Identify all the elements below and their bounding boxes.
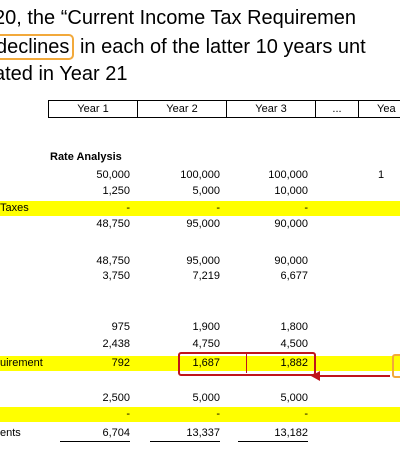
row-label: Taxes (0, 202, 29, 214)
cell-year-3: 1,882 (280, 357, 308, 369)
cell-year-3: 5,000 (280, 392, 308, 404)
cell-year-2: 5,000 (192, 185, 220, 197)
row-label: uirement (0, 357, 43, 369)
header-year-2: Year 2 (137, 101, 226, 117)
text-line-2: declines in each of the latter 10 years … (0, 34, 366, 60)
cell-year-2: 1,900 (192, 321, 220, 333)
row-label: ents (0, 427, 21, 439)
cell-year-3: - (304, 408, 308, 420)
table-row: 975 1,900 1,800 (0, 320, 400, 335)
cell-year-2: 7,219 (192, 270, 220, 282)
cell-year-2: 95,000 (186, 218, 220, 230)
red-callout-box (178, 352, 316, 376)
table-row: 1,250 5,000 10,000 (0, 184, 400, 199)
cell-year-1: 2,500 (102, 392, 130, 404)
cell-year-3: 6,677 (280, 270, 308, 282)
cell-year-1: 48,750 (96, 218, 130, 230)
table-row: 2,500 5,000 5,000 (0, 391, 400, 406)
cell-year-1: 50,000 (96, 169, 130, 181)
cell-year-2: 100,000 (180, 169, 220, 181)
cell-year-2: - (216, 408, 220, 420)
cell-year-3: 100,000 (268, 169, 308, 181)
section-title: Rate Analysis (50, 151, 122, 163)
cell-year-1: 2,438 (102, 338, 130, 350)
cell-year-next: 1 (378, 169, 385, 181)
table-header-bottom-rule (48, 117, 400, 118)
cell-year-2: 4,750 (192, 338, 220, 350)
cell-year-3: - (304, 202, 308, 214)
red-callout-divider (246, 353, 247, 373)
cell-year-1: 6,704 (60, 426, 130, 442)
orange-callout-box (392, 354, 400, 378)
cell-year-1: 3,750 (102, 270, 130, 282)
table-row: uirement 792 1,687 1,882 (0, 356, 400, 371)
table-row: 48,750 95,000 90,000 (0, 217, 400, 232)
table-row: 3,750 7,219 6,677 (0, 269, 400, 284)
callout-arrow-line (318, 375, 390, 377)
cell-year-2: 95,000 (186, 255, 220, 267)
highlighted-word-declines: declines (0, 34, 75, 60)
cell-year-1: - (126, 408, 130, 420)
cell-year-2: 1,687 (192, 357, 220, 369)
table-row: - - - (0, 407, 400, 422)
callout-arrow-head-icon (311, 371, 320, 381)
cell-year-3: 90,000 (274, 255, 308, 267)
cell-year-2: 13,337 (150, 426, 220, 442)
table-row: 48,750 95,000 90,000 (0, 254, 400, 269)
header-year-next: Yea (358, 101, 400, 117)
cell-year-2: 5,000 (192, 392, 220, 404)
text-line-1: 20, the “Current Income Tax Requiremen (0, 7, 357, 29)
header-year-1: Year 1 (48, 101, 137, 117)
cell-year-1: 48,750 (96, 255, 130, 267)
header-year-3: Year 3 (226, 101, 315, 117)
text-line-3: ated in Year 21 (0, 63, 128, 85)
table-row: Taxes - - - (0, 201, 400, 216)
cell-year-1: - (126, 202, 130, 214)
cell-year-3: 13,182 (238, 426, 308, 442)
table-header-top-rule (48, 100, 400, 101)
cell-year-1: 1,250 (102, 185, 130, 197)
cell-year-2: - (216, 202, 220, 214)
header-ellipsis: ... (315, 101, 358, 117)
cell-year-3: 90,000 (274, 218, 308, 230)
table-row: ents 6,704 13,337 13,182 (0, 426, 400, 442)
cell-year-3: 1,800 (280, 321, 308, 333)
cell-year-3: 10,000 (274, 185, 308, 197)
text-line-2-rest: in each of the latter 10 years unt (74, 36, 366, 58)
table-row: 2,438 4,750 4,500 (0, 337, 400, 352)
table-row: 50,000 100,000 100,000 1 (0, 168, 400, 183)
cell-year-3: 4,500 (280, 338, 308, 350)
cell-year-1: 975 (111, 321, 130, 333)
cell-year-1: 792 (111, 357, 130, 369)
